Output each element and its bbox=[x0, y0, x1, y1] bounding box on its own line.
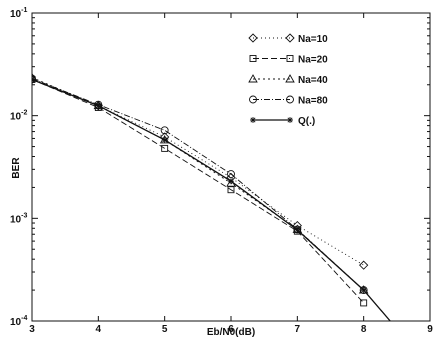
legend-marker bbox=[249, 55, 257, 62]
data-point bbox=[161, 136, 168, 143]
series-line bbox=[32, 79, 364, 266]
data-point bbox=[32, 74, 36, 83]
series-1 bbox=[32, 76, 368, 307]
x-tick-label: 3 bbox=[29, 324, 35, 335]
data-point bbox=[32, 72, 37, 82]
legend-entry: Q(.) bbox=[250, 116, 315, 127]
x-tick-label: 8 bbox=[361, 324, 367, 335]
series-line bbox=[32, 79, 364, 304]
legend-marker bbox=[285, 74, 295, 83]
legend-entry: Na=20 bbox=[249, 55, 328, 66]
x-axis-label: Eb/N0(dB) bbox=[207, 327, 255, 338]
data-point bbox=[160, 126, 169, 135]
legend: Na=10 Na=20 Na=40 Na=80 Q(.) bbox=[248, 33, 328, 127]
y-tick-label: 10-4 bbox=[10, 315, 27, 328]
data-point bbox=[360, 299, 368, 307]
legend-marker bbox=[285, 33, 295, 43]
data-point bbox=[161, 144, 169, 152]
x-tick-label: 5 bbox=[162, 324, 168, 335]
legend-label: Na=40 bbox=[298, 75, 328, 86]
x-tick-label: 9 bbox=[427, 324, 433, 335]
series-line bbox=[32, 78, 391, 321]
legend-label: Na=10 bbox=[298, 34, 328, 45]
legend-marker bbox=[248, 33, 258, 43]
x-axis-ticks: 3 4 5 6 7 8 9 bbox=[29, 13, 433, 335]
legend-marker bbox=[287, 117, 293, 123]
legend-marker bbox=[286, 55, 294, 62]
data-point bbox=[32, 76, 35, 83]
y-tick-label: 10-3 bbox=[10, 212, 27, 225]
legend-label: Q(.) bbox=[298, 116, 315, 127]
legend-marker bbox=[249, 95, 257, 104]
legend-marker bbox=[250, 117, 256, 123]
legend-entry: Na=10 bbox=[248, 33, 328, 45]
plot-frame bbox=[31, 12, 431, 322]
legend-label: Na=80 bbox=[298, 96, 328, 107]
legend-entry: Na=40 bbox=[248, 74, 328, 86]
data-point bbox=[228, 178, 234, 185]
y-axis-ticks: 10-1 10-2 10-3 10-4 bbox=[10, 7, 430, 328]
legend-entry: Na=80 bbox=[249, 95, 328, 107]
data-point bbox=[360, 287, 367, 294]
series-line bbox=[32, 78, 364, 291]
data-point bbox=[294, 226, 301, 233]
series-3 bbox=[32, 74, 368, 295]
legend-marker bbox=[286, 95, 294, 104]
data-point bbox=[227, 186, 235, 194]
data-point bbox=[227, 170, 235, 178]
legend-label: Na=20 bbox=[298, 55, 328, 66]
y-tick-label: 10-2 bbox=[10, 110, 27, 123]
x-tick-label: 6 bbox=[228, 324, 234, 335]
data-point bbox=[95, 102, 102, 109]
y-axis-label: BER bbox=[11, 157, 22, 179]
series-line bbox=[32, 77, 364, 291]
data-point bbox=[359, 260, 369, 270]
y-tick-label: 10-1 bbox=[10, 7, 27, 20]
data-point bbox=[359, 286, 368, 295]
x-tick-label: 4 bbox=[96, 324, 102, 335]
series-layer bbox=[32, 72, 391, 321]
legend-marker bbox=[248, 74, 258, 83]
series-4 bbox=[32, 76, 391, 321]
x-tick-label: 7 bbox=[295, 324, 301, 335]
